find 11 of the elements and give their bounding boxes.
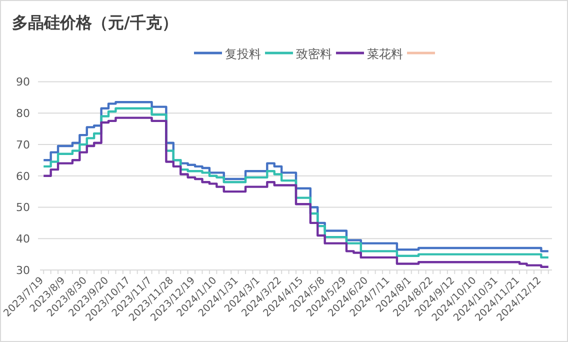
legend-label: 复投料 [225,47,261,61]
y-tick-label: 30 [16,264,30,277]
legend-label: 致密料 [296,47,332,61]
y-tick-label: 90 [16,76,30,89]
y-tick-label: 70 [16,138,30,152]
y-tick-label: 50 [16,201,30,214]
chart-title: 多晶硅价格（元/千克） [12,13,178,32]
y-tick-label: 60 [16,170,30,183]
legend-label: 菜花料 [367,47,403,61]
y-tick-label: 80 [16,107,30,120]
y-tick-label: 40 [16,232,30,246]
